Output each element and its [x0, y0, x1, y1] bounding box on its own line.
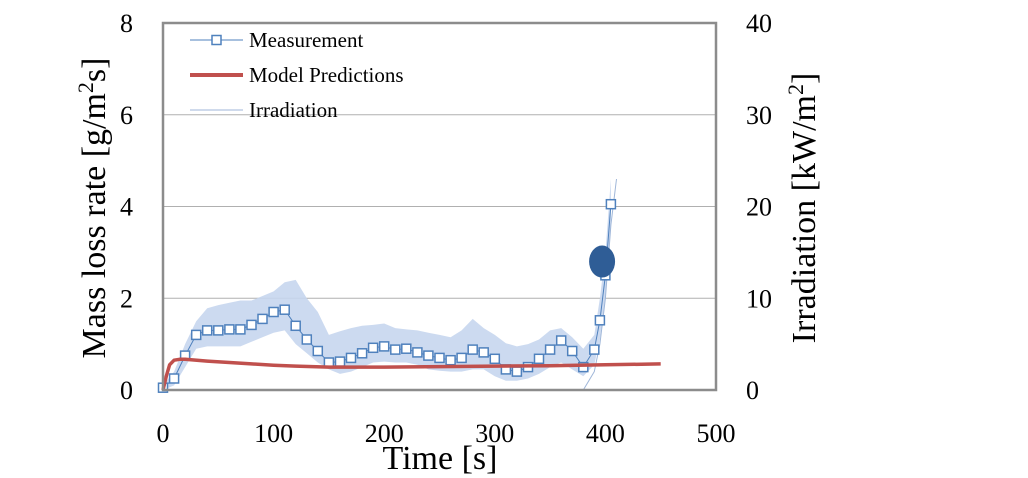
x-tick-label: 400: [586, 419, 625, 448]
plot-border: [161, 21, 718, 392]
measurement-marker: [290, 320, 301, 332]
measurement-marker: [168, 373, 180, 384]
measurement-marker: [190, 329, 202, 341]
y-right-tick-label: 0: [746, 376, 759, 405]
x-tick-label: 500: [697, 419, 736, 448]
annotation-layer: [589, 245, 616, 278]
x-tick-label: 300: [475, 419, 514, 448]
measurement-marker: [467, 344, 478, 355]
measurement-marker: [445, 354, 456, 366]
measurement-marker: [544, 344, 556, 355]
measurement-marker: [605, 198, 617, 210]
plot-frame: [161, 21, 718, 392]
grid-lines: [163, 114, 716, 299]
y-left-tick-label: 4: [120, 193, 133, 222]
measurement-marker: [533, 353, 545, 365]
measurement-marker: [378, 341, 390, 352]
measurement-marker: [345, 352, 357, 364]
y-left-tick-label: 0: [120, 376, 133, 405]
measurement-marker: [478, 347, 489, 358]
measurement-marker: [594, 315, 606, 326]
tick-labels: 0 100 200 300 400 500 0 2 4 6 8 0 10 20 30 40: [120, 9, 772, 448]
measurement-marker: [246, 319, 257, 331]
legend-measurement-label: Measurement: [249, 28, 363, 52]
y-left-tick-label: 8: [120, 9, 133, 38]
measurement-marker: [213, 325, 224, 336]
measurement-marker: [279, 304, 290, 315]
measurement-marker: [456, 352, 467, 364]
measurement-marker: [434, 352, 445, 364]
highlight-ellipse: [589, 245, 616, 278]
model-predictions-series: [161, 357, 661, 391]
legend-irradiation-label: Irradiation: [249, 98, 338, 122]
y-axis-right-title: Irradiation [kW/m2]: [783, 73, 823, 344]
measurement-marker: [412, 347, 423, 358]
legend: Measurement Model Predictions Irradiation: [190, 28, 404, 122]
measurement-marker: [268, 306, 279, 318]
x-tick-label: 100: [254, 419, 293, 448]
y-axis-left-title: Mass loss rate [g/m2s]: [73, 58, 113, 359]
x-axis-title: Time [s]: [383, 440, 498, 477]
measurement-marker: [334, 356, 346, 367]
measurement-marker: [224, 324, 235, 335]
measurement-marker: [566, 345, 578, 357]
legend-measurement-marker: [211, 34, 222, 46]
measurement-marker: [235, 324, 246, 335]
measurement-marker: [511, 366, 523, 377]
y-right-tick-label: 20: [746, 193, 772, 222]
y-left-tick-label: 6: [120, 101, 133, 130]
measurement-marker: [589, 344, 600, 355]
x-tick-label: 200: [365, 419, 404, 448]
legend-model-label: Model Predictions: [249, 63, 404, 87]
x-tick-label: 0: [157, 419, 170, 448]
y-right-tick-label: 10: [746, 284, 772, 313]
measurement-marker: [201, 325, 213, 336]
measurement-marker: [555, 335, 567, 346]
measurement-marker: [578, 361, 589, 373]
measurement-marker: [312, 345, 324, 357]
y-left-tick-label: 2: [120, 284, 133, 313]
model-predictions-line: [161, 357, 661, 391]
measurement-marker: [423, 350, 434, 361]
measurement-marker: [401, 343, 412, 354]
y-right-tick-label: 30: [746, 101, 772, 130]
measurement-series: [157, 198, 617, 393]
y-right-tick-label: 40: [746, 9, 772, 38]
measurement-marker: [367, 342, 379, 354]
measurement-marker: [390, 344, 401, 355]
measurement-marker: [489, 353, 501, 365]
measurement-marker: [356, 348, 368, 359]
measurement-marker: [257, 313, 268, 325]
measurement-marker: [301, 334, 313, 345]
